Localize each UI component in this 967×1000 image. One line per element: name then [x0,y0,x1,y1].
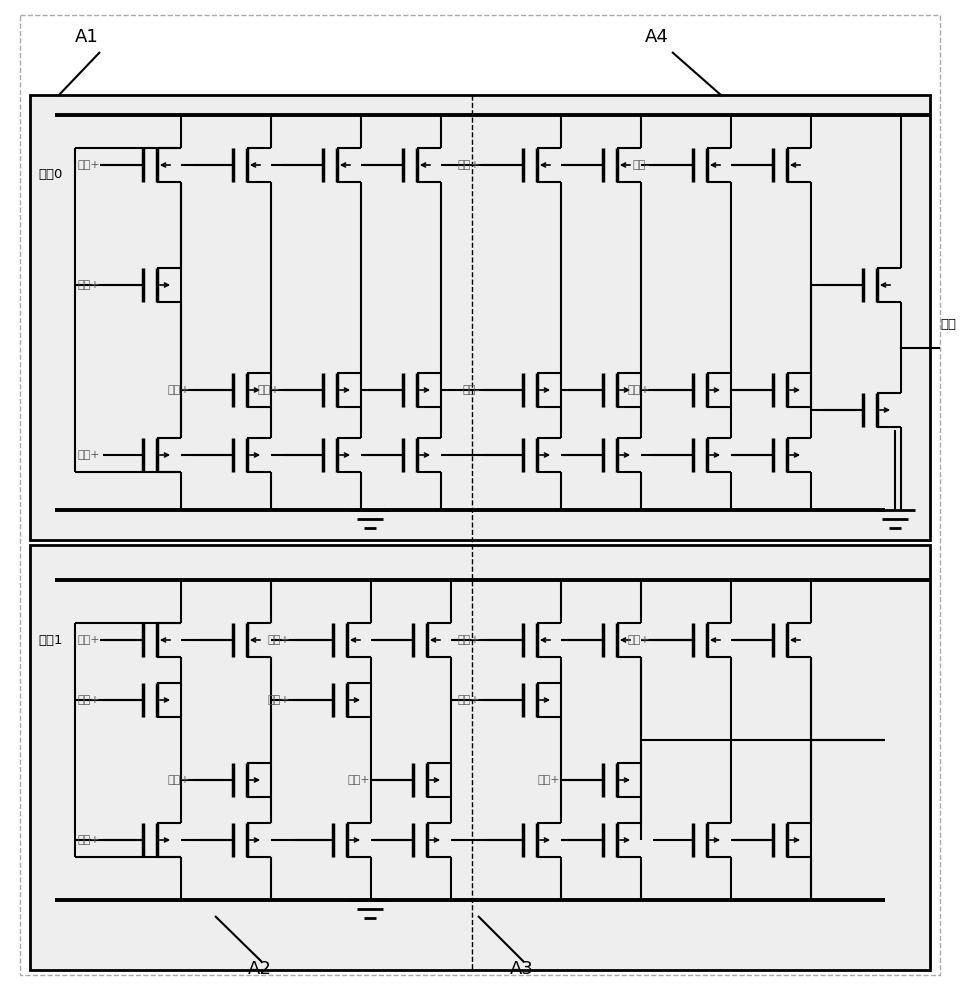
Text: 输出: 输出 [940,318,956,332]
Text: A1: A1 [75,28,99,46]
Text: A3: A3 [510,960,534,978]
Text: 时钟+: 时钟+ [628,385,650,395]
Text: A4: A4 [645,28,669,46]
Text: 时钟-: 时钟- [463,385,480,395]
Text: 时钟+: 时钟+ [77,160,100,170]
Text: 时钟-: 时钟- [632,160,650,170]
Text: 时钟+: 时钟+ [538,775,560,785]
Text: A2: A2 [248,960,272,978]
Text: 数据0: 数据0 [38,168,63,182]
Bar [30,95,930,540]
Text: 时钟+: 时钟+ [257,385,280,395]
Text: 时钟+: 时钟+ [267,635,290,645]
Text: 时钟+: 时钟+ [267,695,290,705]
Text: 时钟+: 时钟+ [457,160,480,170]
Text: 时钟+: 时钟+ [628,635,650,645]
Text: 时钟+: 时钟+ [457,635,480,645]
Text: 时钟+: 时钟+ [77,835,100,845]
Text: 时钟+: 时钟+ [167,775,190,785]
Text: 时钟+: 时钟+ [77,280,100,290]
Text: 时钟+: 时钟+ [77,450,100,460]
Text: 时钟+: 时钟+ [167,385,190,395]
Text: 数据1: 数据1 [38,634,63,647]
Text: 时钟+: 时钟+ [77,635,100,645]
Bar [30,545,930,970]
Text: 时钟+: 时钟+ [457,695,480,705]
Text: 时钟+: 时钟+ [77,695,100,705]
Text: 时钟+: 时钟+ [347,775,370,785]
